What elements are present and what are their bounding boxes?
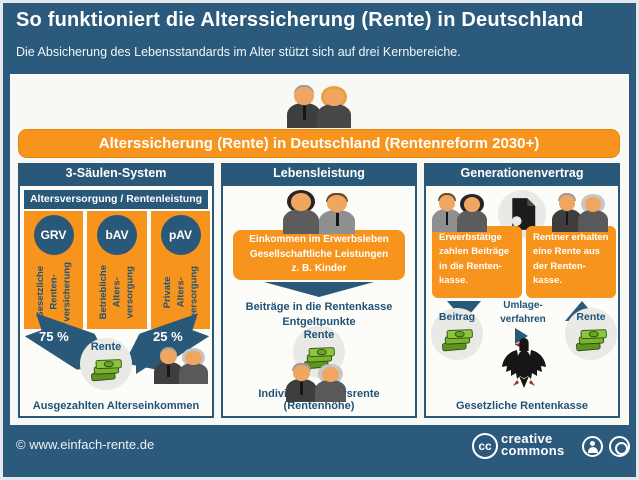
rente-label-3: Rente — [576, 311, 606, 323]
pillar-band-title: Altersversorgung / Rentenleistung — [24, 190, 208, 209]
elderly-woman-icon — [317, 86, 351, 128]
column-lebensleistung-body: Einkommen im Erwerbsleben Gesellschaftli… — [221, 184, 417, 418]
column-header-lebensleistung: Lebensleistung — [221, 163, 417, 184]
retired-man-icon — [286, 362, 317, 402]
column-generationenvertrag-body: Erwerbstätige zahlen Beiträge in die Ren… — [424, 184, 620, 418]
column-3-saeulen-body: Altersversorgung / Rentenleistung GRV Ge… — [18, 184, 214, 418]
share-75-label: 75 % — [39, 329, 69, 344]
cc-circle-icon: cc — [472, 433, 498, 459]
rente-label: Rente — [90, 341, 122, 353]
money-icon — [576, 329, 607, 352]
eagle-icon — [502, 338, 546, 388]
bav-circle: bAV — [97, 215, 137, 255]
pav-label: Private Alters- versorgung — [161, 265, 200, 319]
pillar-pav: pAV Private Alters- versorgung — [151, 211, 210, 329]
copyright-text: © www.einfach-rente.de — [16, 437, 155, 452]
erwerbstaetige-box: Erwerbstätige zahlen Beiträge in die Ren… — [432, 226, 522, 298]
page-subtitle: Die Absicherung des Lebensstandards im A… — [16, 45, 461, 59]
retired-woman-icon — [179, 348, 208, 384]
rente-money-circle: Rente — [80, 338, 132, 390]
working-man-icon — [319, 192, 355, 234]
bav-label: Betriebliche Alters- versorgung — [98, 264, 136, 320]
pensioner-woman-icon — [578, 194, 608, 232]
money-icon — [442, 329, 473, 352]
retired-woman-icon — [315, 364, 346, 402]
beitraege-text: Beiträge in die Rentenkasse Entgeltpunkt… — [245, 301, 393, 329]
column1-caption: Ausgezahlten Alterseinkommen — [32, 400, 200, 412]
right-arrow-icon — [136, 356, 150, 374]
grv-label: Gesetzliche Renten- versicherung — [34, 262, 73, 322]
cc-by-badge-icon — [582, 436, 603, 457]
cc-logo: cc creative commons — [472, 432, 632, 462]
cc-zero-badge-icon — [609, 436, 630, 457]
column3-caption: Gesetzliche Rentenkasse — [455, 400, 589, 412]
chevron-down-icon — [264, 282, 374, 297]
pensioner-man-icon — [552, 192, 582, 232]
rente-label-2: Rente — [303, 329, 335, 341]
money-icon — [304, 347, 335, 370]
cc-wordmark: creative commons — [501, 431, 565, 458]
beitrag-label: Beitrag — [438, 311, 476, 323]
pillar-bav: bAV Betriebliche Alters- versorgung — [87, 211, 147, 329]
retired-man-icon — [154, 346, 183, 384]
contributor-man-icon — [432, 192, 462, 232]
contributor-woman-icon — [457, 194, 487, 232]
elderly-man-icon — [287, 84, 321, 128]
grv-circle: GRV — [33, 215, 74, 255]
main-banner: Alterssicherung (Rente) in Deutschland (… — [18, 129, 620, 158]
column-header-generationenvertrag: Generationenvertrag — [424, 163, 620, 184]
pillar-grv: GRV Gesetzliche Renten- versicherung — [24, 211, 83, 329]
rentner-box: Rentner erhalten eine Rente aus der Rent… — [526, 226, 616, 298]
umlageverfahren-label: Umlage- verfahren — [500, 300, 546, 325]
column-header-3-saeulen: 3-Säulen-System — [18, 163, 214, 184]
share-25-label: 25 % — [153, 329, 183, 344]
working-woman-icon — [283, 190, 319, 234]
beitrag-money-circle: Beitrag — [431, 308, 483, 360]
lebensleistung-box: Einkommen im Erwerbsleben Gesellschaftli… — [233, 230, 405, 280]
money-icon — [91, 359, 122, 382]
pav-circle: pAV — [160, 215, 201, 255]
page-title: So funktioniert die Alterssicherung (Ren… — [16, 9, 584, 31]
rente-money-circle-3: Rente — [565, 308, 617, 360]
